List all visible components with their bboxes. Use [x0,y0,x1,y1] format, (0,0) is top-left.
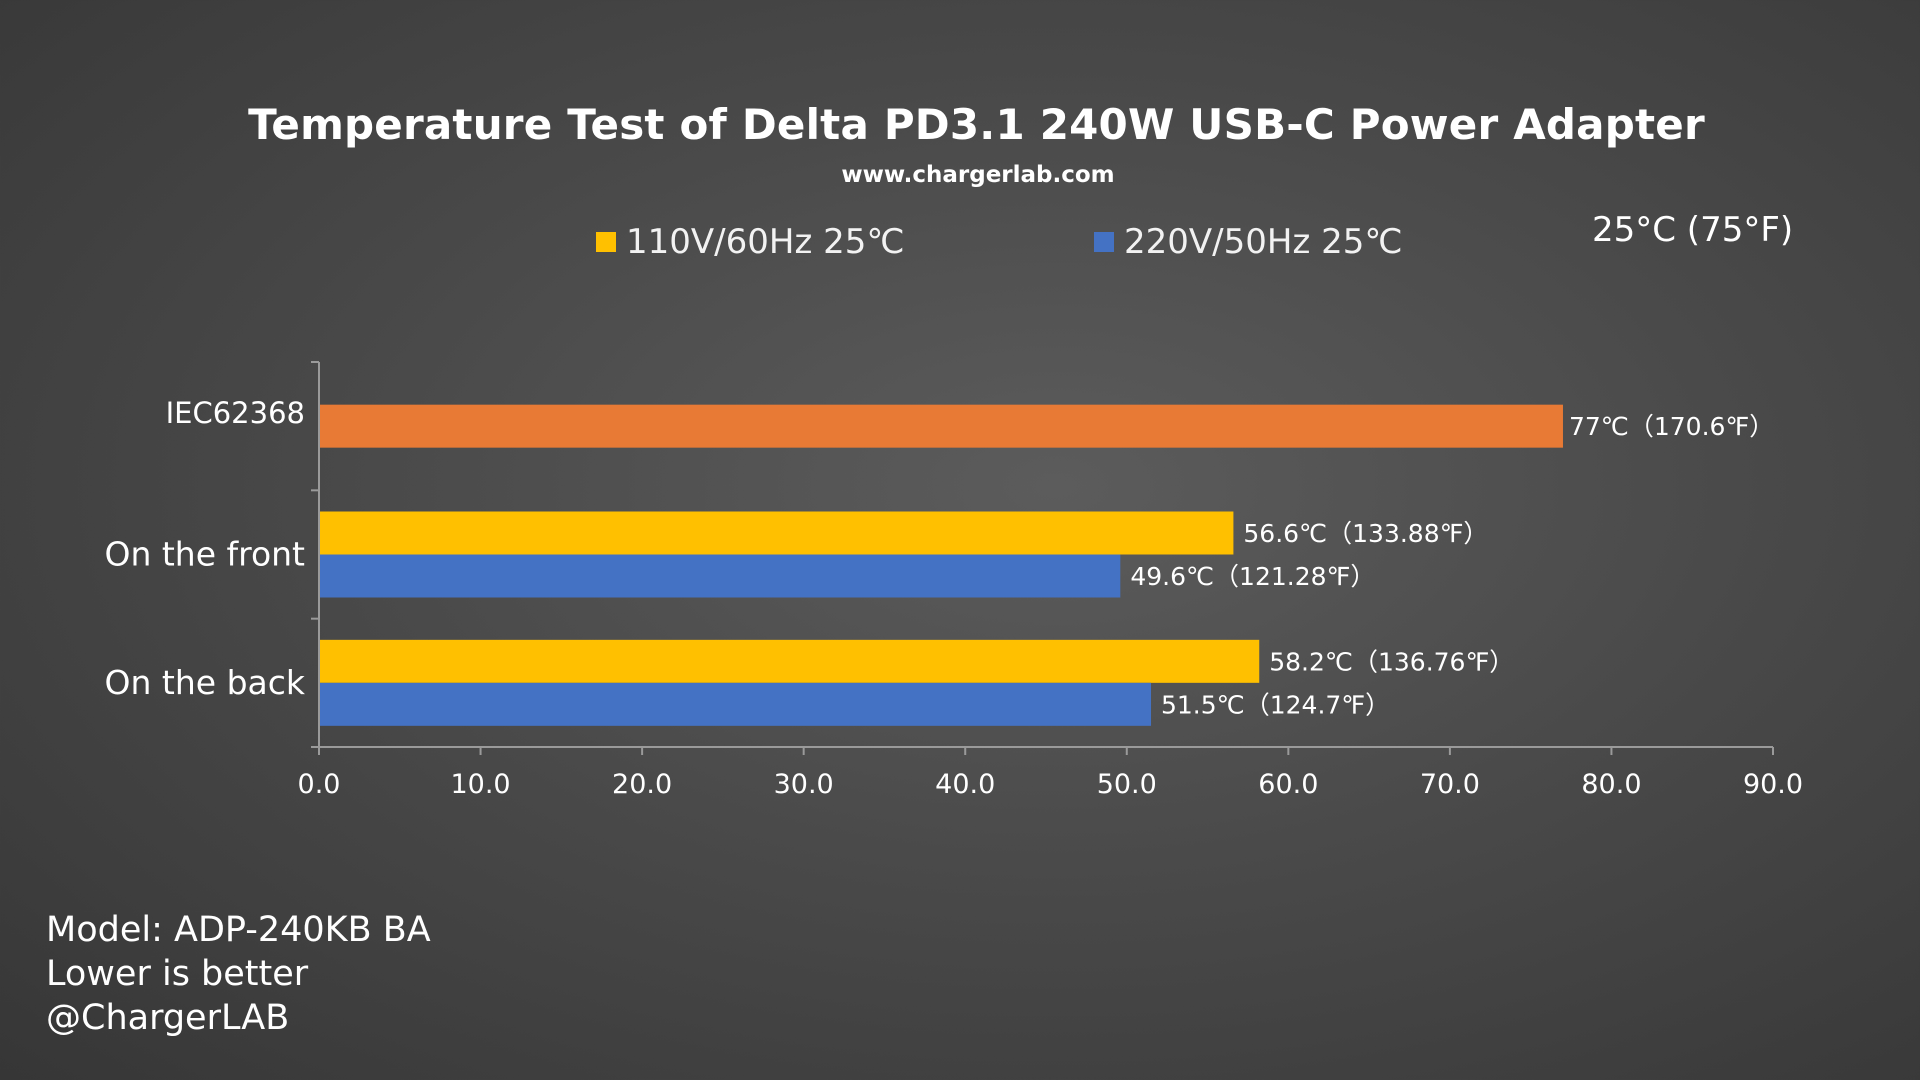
model-note: Model: ADP-240KB BA [46,910,431,950]
x-tick-label: 90.0 [1743,769,1803,800]
legend-label-220v: 220V/50Hz 25℃ [1124,222,1403,262]
legend-label-110v: 110V/60Hz 25℃ [626,222,905,262]
legend-item-110v: 110V/60Hz 25℃ [596,222,905,262]
credit-note: @ChargerLAB [46,998,290,1038]
x-tick-label: 0.0 [298,769,341,800]
chart-axes [311,361,1774,755]
category-label: On the front [104,535,305,574]
x-tick-label: 50.0 [1097,769,1157,800]
category-label: IEC62368 [166,396,305,430]
x-tick-label: 10.0 [450,769,510,800]
bar [320,404,1563,448]
bar-value-label: 51.5℃（124.7℉） [1161,690,1390,719]
bar [320,639,1260,683]
bar [320,511,1234,555]
category-label: On the back [105,663,306,702]
chart-notes: Model: ADP-240KB BA Lower is better @Cha… [46,908,431,1040]
chart-subtitle: www.chargerlab.com [841,162,1115,188]
chart-labels: 0.0 10.0 20.0 30.0 40.0 50.0 60.0 70.0 80.0 90.0 I… [104,396,1803,800]
legend-swatch-110v [596,232,616,252]
x-tick-label: 30.0 [774,769,834,800]
legend-item-220v: 220V/50Hz 25℃ [1094,222,1403,262]
bar-value-label: 58.2℃（136.76℉） [1269,647,1514,676]
x-tick-label: 40.0 [935,769,995,800]
bar-value-label: 77℃（170.6℉） [1569,412,1774,441]
bar-value-label: 49.6℃（121.28℉） [1130,562,1375,591]
ambient-temperature-label: 25°C (75°F) [1592,210,1794,250]
chart-bars [320,404,1563,726]
bar [320,554,1121,598]
chart-title: Temperature Test of Delta PD3.1 240W USB… [248,100,1705,149]
x-tick-label: 70.0 [1420,769,1480,800]
x-tick-label: 20.0 [612,769,672,800]
lower-is-better-note: Lower is better [46,954,309,994]
legend-swatch-220v [1094,232,1114,252]
x-tick-label: 80.0 [1581,769,1641,800]
x-tick-label: 60.0 [1258,769,1318,800]
bar-value-label: 56.6℃（133.88℉） [1243,519,1488,548]
bar [320,682,1152,726]
